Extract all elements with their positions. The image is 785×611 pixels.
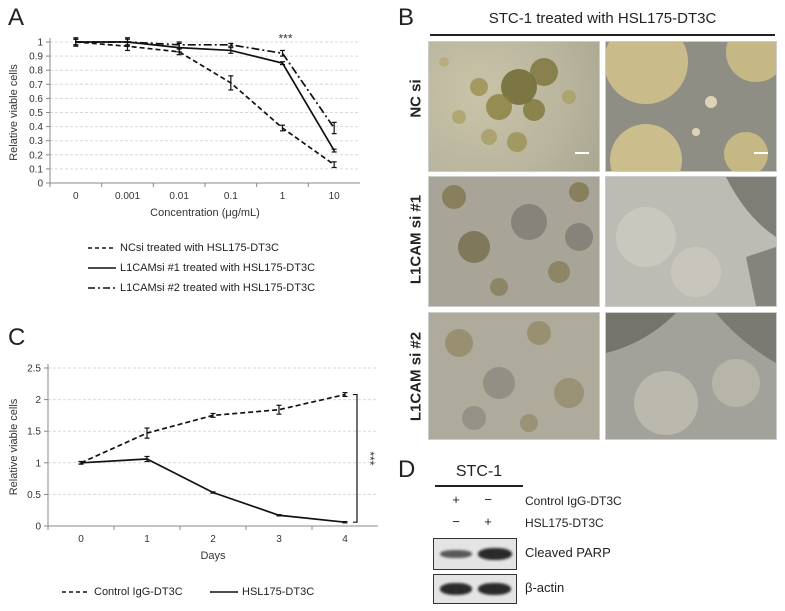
chart-a: 00.10.20.30.40.50.60.70.80.910 0.001 0.01 0…: [8, 31, 360, 219]
y-axis-label: Relative viable cells: [8, 398, 20, 495]
lane1-hsl175-mark: −: [452, 514, 460, 529]
series-line: [75, 41, 335, 129]
blot-header-rule: [435, 485, 523, 487]
blot-label-beta-actin: β-actin: [525, 580, 565, 595]
x-tick-label: 3: [276, 534, 282, 545]
micrograph-nc-si-low: [428, 41, 600, 172]
series-line: [80, 393, 346, 464]
micrograph-l1cam-si-1-high: [605, 176, 777, 307]
treatment-label-hsl175: HSL175-DT3C: [525, 516, 604, 530]
panel-label-d: D: [398, 456, 416, 483]
legend-swatch-dashdot: [88, 287, 116, 289]
band-lane2: [478, 548, 512, 560]
panel-label-a: A: [8, 4, 25, 31]
y-tick-label: 2: [35, 395, 41, 406]
y-tick-label: 0.7: [29, 80, 43, 91]
x-tick-label: 0.001: [115, 191, 140, 202]
blot-label-cleaved-parp: Cleaved PARP: [525, 545, 611, 560]
legend-label: NCsi treated with HSL175-DT3C: [120, 242, 279, 254]
y-tick-label: 2.5: [27, 364, 41, 375]
x-axis-label: Concentration (μg/mL): [150, 207, 260, 219]
x-tick-label: 1: [280, 191, 286, 202]
header-rule: [430, 34, 775, 36]
treatment-label-control: Control IgG-DT3C: [525, 494, 622, 508]
band-lane1: [440, 550, 472, 558]
significance-annotation: ***: [278, 31, 292, 45]
blot-header: STC-1: [455, 463, 503, 480]
micrograph-l1cam-si-2-low: [428, 312, 600, 440]
x-tick-label: 0.01: [169, 191, 189, 202]
significance-bracket: [353, 393, 358, 523]
x-tick-label: 0.1: [224, 191, 238, 202]
legend-item-hsl175: HSL175-DT3C: [210, 586, 314, 598]
y-tick-label: 0.3: [29, 136, 43, 147]
band-lane2: [478, 583, 511, 595]
y-tick-label: 0.4: [29, 122, 43, 133]
y-tick-label: 0.6: [29, 94, 43, 105]
y-tick-label: 1.5: [27, 427, 41, 438]
legend-swatch-solid: [210, 591, 238, 593]
legend-label: L1CAMsi #2 treated with HSL175-DT3C: [120, 282, 316, 294]
micrograph-header: STC-1 treated with HSL175-DT3C: [488, 10, 717, 27]
x-tick-label: 1: [144, 534, 150, 545]
cell-pattern: [429, 313, 599, 439]
y-tick-label: 0: [37, 179, 43, 190]
spheroid-pattern: [439, 57, 589, 154]
y-tick-label: 0.2: [29, 150, 43, 161]
legend-label: HSL175-DT3C: [242, 586, 315, 598]
cell-pattern: [429, 177, 599, 306]
x-tick-label: 2: [210, 534, 216, 545]
legend-label: Control IgG-DT3C: [94, 586, 183, 598]
micrograph-l1cam-si-1-low: [428, 176, 600, 307]
lane2-hsl175-mark: +: [484, 514, 492, 529]
micrograph-nc-si-high: [605, 41, 777, 172]
row-label-nc-si: NC si: [407, 79, 425, 118]
series-line: [80, 458, 346, 524]
legend-swatch-dashed: [88, 247, 116, 249]
row-label-l1cam-si-2: L1CAM si #2: [407, 331, 425, 422]
lane1-control-mark: +: [452, 492, 460, 507]
band-lane1: [440, 583, 472, 595]
legend-swatch-solid: [88, 267, 116, 269]
y-tick-label: 0: [35, 522, 41, 533]
x-tick-label: 10: [329, 191, 341, 202]
cell-pattern: [606, 177, 776, 306]
spheroid-pattern: [606, 42, 776, 171]
y-tick-label: 1: [35, 458, 41, 469]
panel-label-b: B: [398, 4, 415, 31]
y-tick-label: 0.1: [29, 164, 43, 175]
row-label-l1cam-si-1: L1CAM si #1: [407, 194, 425, 285]
legend-item-l1cam-1: L1CAMsi #1 treated with HSL175-DT3C: [88, 262, 315, 274]
legend-item-l1cam-2: L1CAMsi #2 treated with HSL175-DT3C: [88, 282, 315, 294]
y-tick-label: 1: [37, 38, 43, 49]
legend-swatch-dashed: [62, 591, 90, 593]
blot-beta-actin: [433, 574, 517, 604]
y-axis-label: Relative viable cells: [8, 64, 20, 161]
cell-pattern: [606, 313, 776, 439]
x-axis-label: Days: [200, 550, 226, 562]
y-tick-label: 0.5: [29, 108, 43, 119]
lane2-control-mark: −: [484, 492, 492, 507]
y-tick-label: 0.9: [29, 52, 43, 63]
x-tick-label: 0: [73, 191, 79, 202]
blot-cleaved-parp: [433, 538, 517, 570]
chart-c: 0 0.5 1 1.5 2 2.5 0 1 2 3 4 Days Relative viable cel…: [8, 364, 378, 562]
y-tick-label: 0.8: [29, 66, 43, 77]
x-tick-label: 0: [78, 534, 84, 545]
legend-item-ncsi: NCsi treated with HSL175-DT3C: [88, 242, 279, 254]
micrograph-l1cam-si-2-high: [605, 312, 777, 440]
legend-label: L1CAMsi #1 treated with HSL175-DT3C: [120, 262, 316, 274]
panel-label-c: C: [8, 324, 26, 351]
significance-annotation: ***: [363, 451, 377, 465]
legend-item-control: Control IgG-DT3C: [62, 586, 183, 598]
x-tick-label: 4: [342, 534, 348, 545]
series-line: [75, 41, 335, 166]
series-line: [75, 41, 335, 152]
y-tick-label: 0.5: [27, 490, 41, 501]
